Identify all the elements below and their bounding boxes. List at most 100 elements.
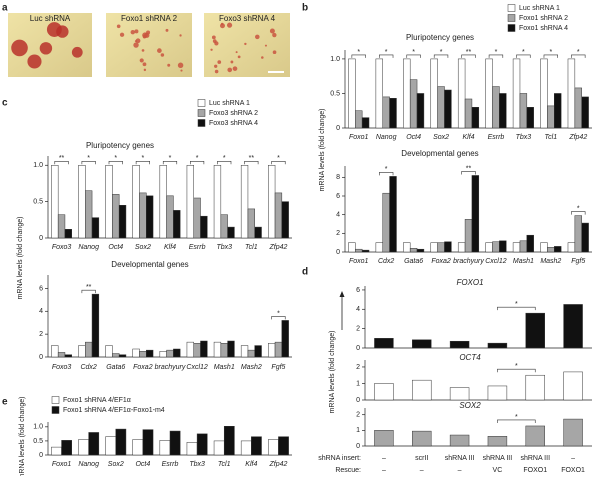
bar [547, 247, 555, 253]
colony [220, 22, 224, 26]
bar [193, 197, 201, 239]
x-tick-label: Oct4 [406, 134, 421, 141]
bar [437, 242, 445, 253]
colony [211, 35, 216, 40]
bar [525, 312, 545, 349]
x-tick-label: Tcl1 [245, 244, 258, 251]
significance-label: * [223, 155, 226, 162]
x-tick-label: Cdx2 [378, 258, 394, 265]
colony [264, 44, 267, 47]
bar [449, 387, 470, 401]
x-tick-label: Tcl1 [545, 134, 558, 141]
bar [554, 246, 562, 253]
bar [412, 339, 432, 349]
significance-label: * [385, 49, 388, 56]
significance-bracket [543, 54, 558, 58]
panel-label: e [2, 397, 8, 408]
bar [193, 343, 201, 358]
y-tick-label: 2 [39, 331, 43, 338]
bar [437, 86, 445, 129]
significance-bracket [271, 316, 286, 320]
bar [240, 345, 249, 358]
panel-label: d [302, 267, 308, 278]
bar [274, 192, 283, 239]
significance-bracket [461, 54, 476, 58]
x-tick-label: Fgf5 [571, 258, 585, 265]
bar [240, 165, 249, 239]
significance-bracket [497, 368, 536, 373]
x-tick-label: Mash2 [241, 364, 262, 371]
bar [115, 428, 127, 456]
y-tick-label: 6 [39, 285, 43, 292]
bar [51, 446, 62, 456]
bar [281, 201, 289, 239]
x-tick-label: Nanog [78, 244, 99, 251]
bar [526, 107, 534, 129]
chart-title: Developmental genes [111, 260, 188, 269]
x-row-value: FOXO1 [561, 467, 585, 474]
bar [540, 242, 548, 253]
bar [485, 58, 493, 129]
bar [173, 210, 181, 239]
x-tick-label: Foxo1 [349, 134, 369, 141]
colony [177, 62, 184, 69]
x-tick-label: brachyury [155, 364, 186, 371]
bar [186, 442, 198, 456]
significance-label: * [412, 49, 415, 56]
bar [581, 222, 589, 253]
y-tick-label: 0.5 [33, 198, 43, 205]
bar [547, 105, 555, 129]
bar [449, 340, 470, 349]
y-tick-label: 1.0 [33, 162, 43, 169]
bar [132, 348, 140, 358]
bar [540, 58, 548, 129]
x-row-value: – [382, 455, 386, 462]
y-tick-label: 0 [356, 345, 360, 352]
significance-bracket [271, 160, 286, 165]
bar [186, 165, 194, 239]
colony [142, 34, 147, 39]
bar [512, 242, 521, 253]
x-tick-label: Klf4 [245, 461, 257, 468]
bar [374, 338, 394, 349]
colony [139, 58, 144, 63]
colony [167, 63, 171, 67]
colony [232, 66, 238, 71]
chart-title: Pluripotency genes [406, 33, 474, 42]
colony [157, 48, 162, 53]
colony [165, 28, 169, 32]
bar [186, 341, 194, 358]
colony [237, 55, 241, 59]
chart-title: Pluripotency genes [86, 141, 154, 150]
bar [444, 89, 452, 129]
x-tick-label: Foxo3 [52, 244, 72, 251]
bar [227, 340, 235, 358]
bar [159, 440, 171, 456]
bar [268, 439, 279, 456]
significance-label: * [495, 49, 498, 56]
bar [278, 436, 289, 456]
bar [457, 242, 466, 253]
colony [180, 69, 183, 72]
x-tick-label: Nanog [376, 134, 397, 141]
legend-label: Foxo1 shRNA 4/EF1α-Foxo1-m4 [63, 407, 165, 414]
bar [146, 349, 154, 358]
bar [403, 58, 411, 129]
bar [525, 374, 545, 401]
bar [105, 345, 113, 358]
x-tick-label: Foxo3 [52, 364, 72, 371]
colony [235, 51, 238, 54]
bar [464, 219, 473, 253]
bar [112, 194, 120, 239]
significance-label: * [114, 155, 117, 162]
y-tick-label: 0 [39, 452, 43, 459]
bar [169, 430, 181, 456]
significance-bracket [135, 160, 150, 165]
significance-label: * [515, 301, 518, 308]
bar [196, 433, 208, 456]
bar [375, 58, 383, 129]
bar [375, 242, 383, 253]
panel-label: c [2, 98, 8, 109]
bar [142, 429, 154, 456]
significance-bracket [488, 54, 504, 58]
